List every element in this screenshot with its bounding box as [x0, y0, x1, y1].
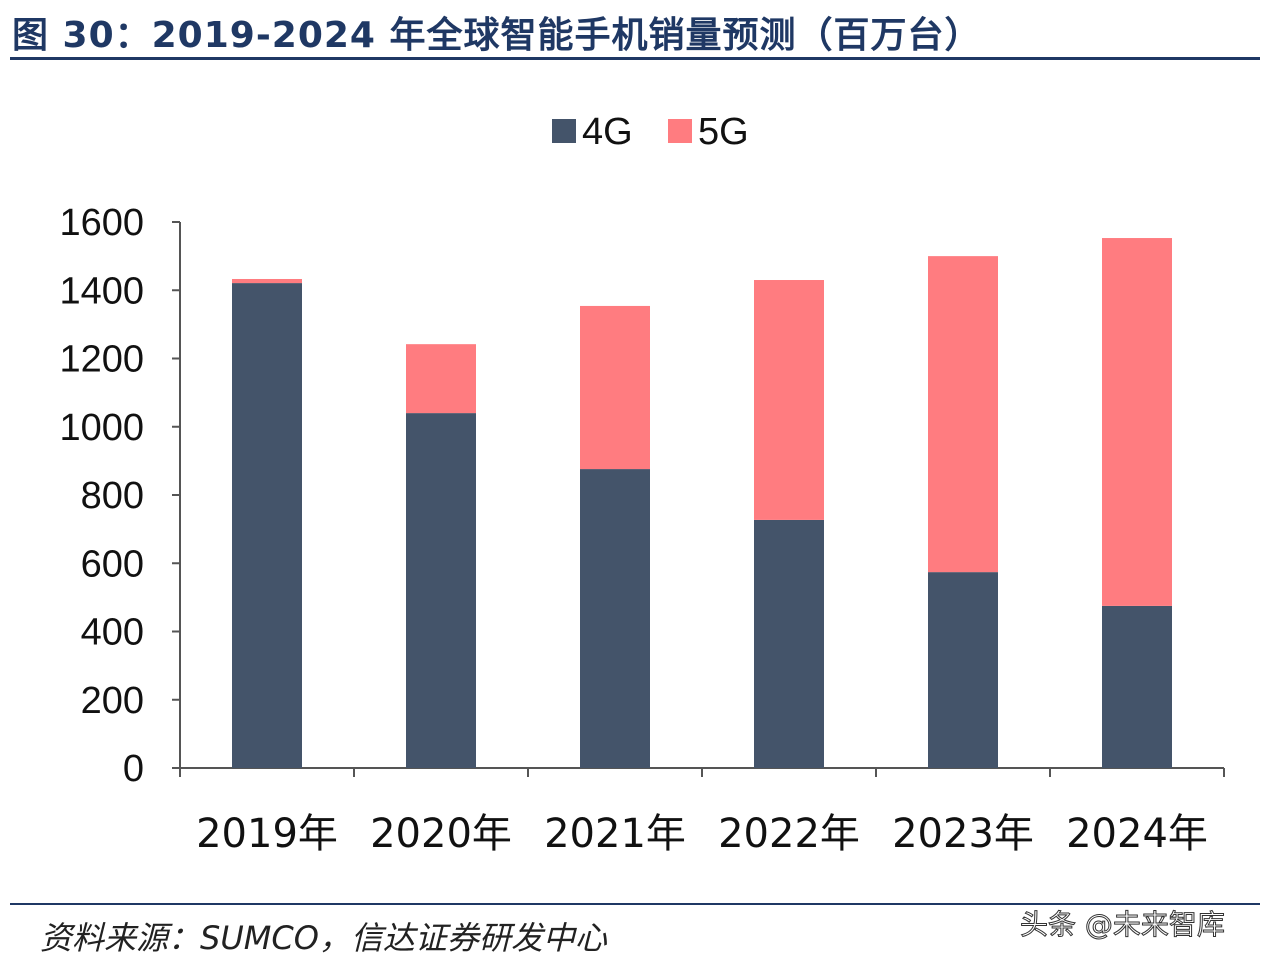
x-tick-label: 2022年	[718, 811, 860, 857]
bar-5g-2021年	[580, 305, 650, 470]
bar-4g-2023年	[928, 572, 998, 768]
bar-4g-2019年	[232, 283, 302, 768]
x-tick-label: 2023年	[892, 811, 1034, 857]
title-divider	[10, 57, 1260, 60]
bar-5g-2019年	[232, 278, 302, 284]
bar-4g-2020年	[406, 413, 476, 768]
source-note: 资料来源：SUMCO，信达证券研发中心	[40, 919, 607, 957]
bar-4g-2022年	[754, 519, 824, 768]
x-tick-label: 2024年	[1066, 811, 1208, 857]
bar-5g-2022年	[754, 280, 824, 520]
bar-4g-2021年	[580, 469, 650, 768]
y-tick-label: 1200	[59, 339, 144, 381]
footer-divider	[10, 903, 1260, 905]
y-tick-label: 0	[123, 748, 144, 790]
legend-label-4g: 4G	[582, 111, 633, 153]
bar-5g-2024年	[1102, 238, 1172, 606]
y-tick-label: 1400	[59, 270, 144, 312]
legend-swatch-5g	[668, 119, 692, 143]
y-tick-label: 600	[81, 543, 144, 585]
bar-4g-2024年	[1102, 605, 1172, 768]
figure-title: 图 30：2019-2024 年全球智能手机销量预测（百万台）	[12, 15, 982, 56]
y-tick-label: 800	[81, 475, 144, 517]
legend-label-5g: 5G	[698, 111, 749, 153]
y-tick-label: 1000	[59, 407, 144, 449]
y-tick-label: 200	[81, 680, 144, 722]
x-tick-label: 2019年	[196, 811, 338, 857]
legend-swatch-4g	[552, 119, 576, 143]
x-tick-label: 2021年	[544, 811, 686, 857]
y-tick-label: 1600	[59, 202, 144, 244]
bar-5g-2023年	[928, 256, 998, 573]
bar-5g-2020年	[406, 344, 476, 414]
watermark: 头条 @未来智库	[1020, 908, 1226, 942]
stacked-bar-chart: 0 200 400 600 800 1000 1200 1400 1600 2019年 2020年 2…	[59, 111, 1225, 857]
y-tick-label: 400	[81, 612, 144, 654]
x-tick-label: 2020年	[370, 811, 512, 857]
